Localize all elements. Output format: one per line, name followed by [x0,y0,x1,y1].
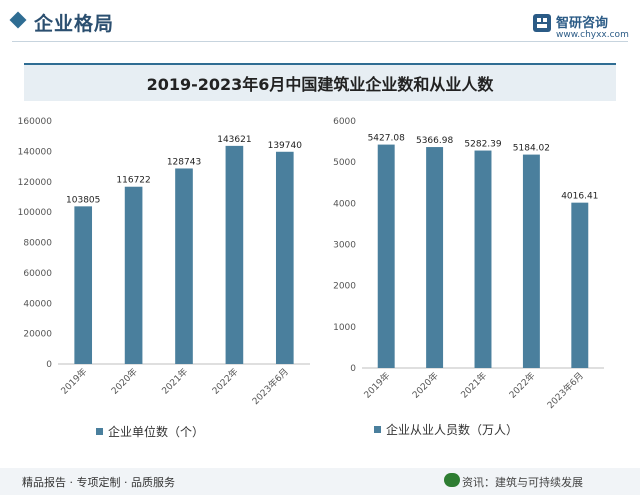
y-tick-label: 60000 [23,269,52,279]
legend-label: 企业从业人员数（万人） [386,422,518,437]
y-tick-label: 100000 [18,208,53,218]
x-tick-label: 2020年 [410,370,441,401]
data-label: 5427.08 [368,134,405,144]
data-label: 116722 [116,176,150,186]
x-tick-label: 2021年 [159,366,190,397]
y-tick-label: 80000 [23,239,52,249]
x-tick-label: 2019年 [58,366,89,397]
logo-mark-icon [533,14,551,32]
bar [225,145,244,364]
data-label: 143621 [217,135,251,145]
bar [74,206,93,364]
section-title: 企业格局 [34,13,115,35]
footer: 精品报告 · 专项定制 · 品质服务 资讯：建筑与可持续发展 [0,468,640,495]
bar [377,144,395,368]
wechat-icon [444,473,460,487]
y-tick-label: 6000 [333,117,356,127]
logo-url: www.chyxx.com [556,30,629,40]
data-label: 5366.98 [416,136,453,146]
y-tick-label: 1000 [333,323,356,333]
footer-source: 资讯：建筑与可持续发展 [462,476,583,489]
y-tick-label: 160000 [18,117,53,127]
data-label: 4016.41 [561,192,598,202]
bar [474,150,492,368]
y-tick-label: 5000 [333,158,356,168]
y-tick-label: 120000 [18,178,53,188]
y-tick-label: 140000 [18,147,53,157]
y-tick-label: 0 [350,364,356,374]
bar [522,154,540,368]
bar [275,151,294,364]
x-tick-label: 2019年 [361,370,392,401]
x-tick-label: 2022年 [209,366,240,397]
footer-slogan: 精品报告 · 专项定制 · 品质服务 [22,476,175,489]
bar [426,147,444,368]
bar [124,186,143,364]
charts-canvas: 0200004000060000800001000001200001400001… [18,117,604,439]
header-divider [12,41,628,42]
y-tick-label: 4000 [333,199,356,209]
data-label: 103805 [66,195,100,205]
data-label: 5282.39 [464,140,501,150]
y-tick-label: 2000 [333,282,356,292]
header: 企业格局 智研咨询 www.chyxx.com [0,0,640,46]
legend-label: 企业单位数（个） [108,424,204,439]
logo-name: 智研咨询 [556,16,609,31]
chart-title: 2019-2023年6月中国建筑业企业数和从业人数 [146,75,494,94]
bar [571,202,589,368]
x-tick-label: 2023年6月 [544,370,585,411]
x-tick-label: 2020年 [109,366,140,397]
x-tick-label: 2022年 [506,370,537,401]
y-tick-label: 40000 [23,299,52,309]
x-tick-label: 2023年6月 [249,366,290,407]
bar [175,168,193,364]
legend-swatch [374,426,381,433]
data-label: 139740 [268,141,303,151]
brand-logo: 智研咨询 www.chyxx.com [532,11,632,43]
data-label: 5184.02 [513,144,550,154]
y-tick-label: 0 [46,360,52,370]
x-tick-label: 2021年 [458,370,489,401]
y-tick-label: 20000 [23,330,52,340]
y-tick-label: 3000 [333,241,356,251]
chart-title-band: 2019-2023年6月中国建筑业企业数和从业人数 [24,63,616,101]
legend-swatch [96,428,103,435]
data-label: 128743 [167,157,201,167]
